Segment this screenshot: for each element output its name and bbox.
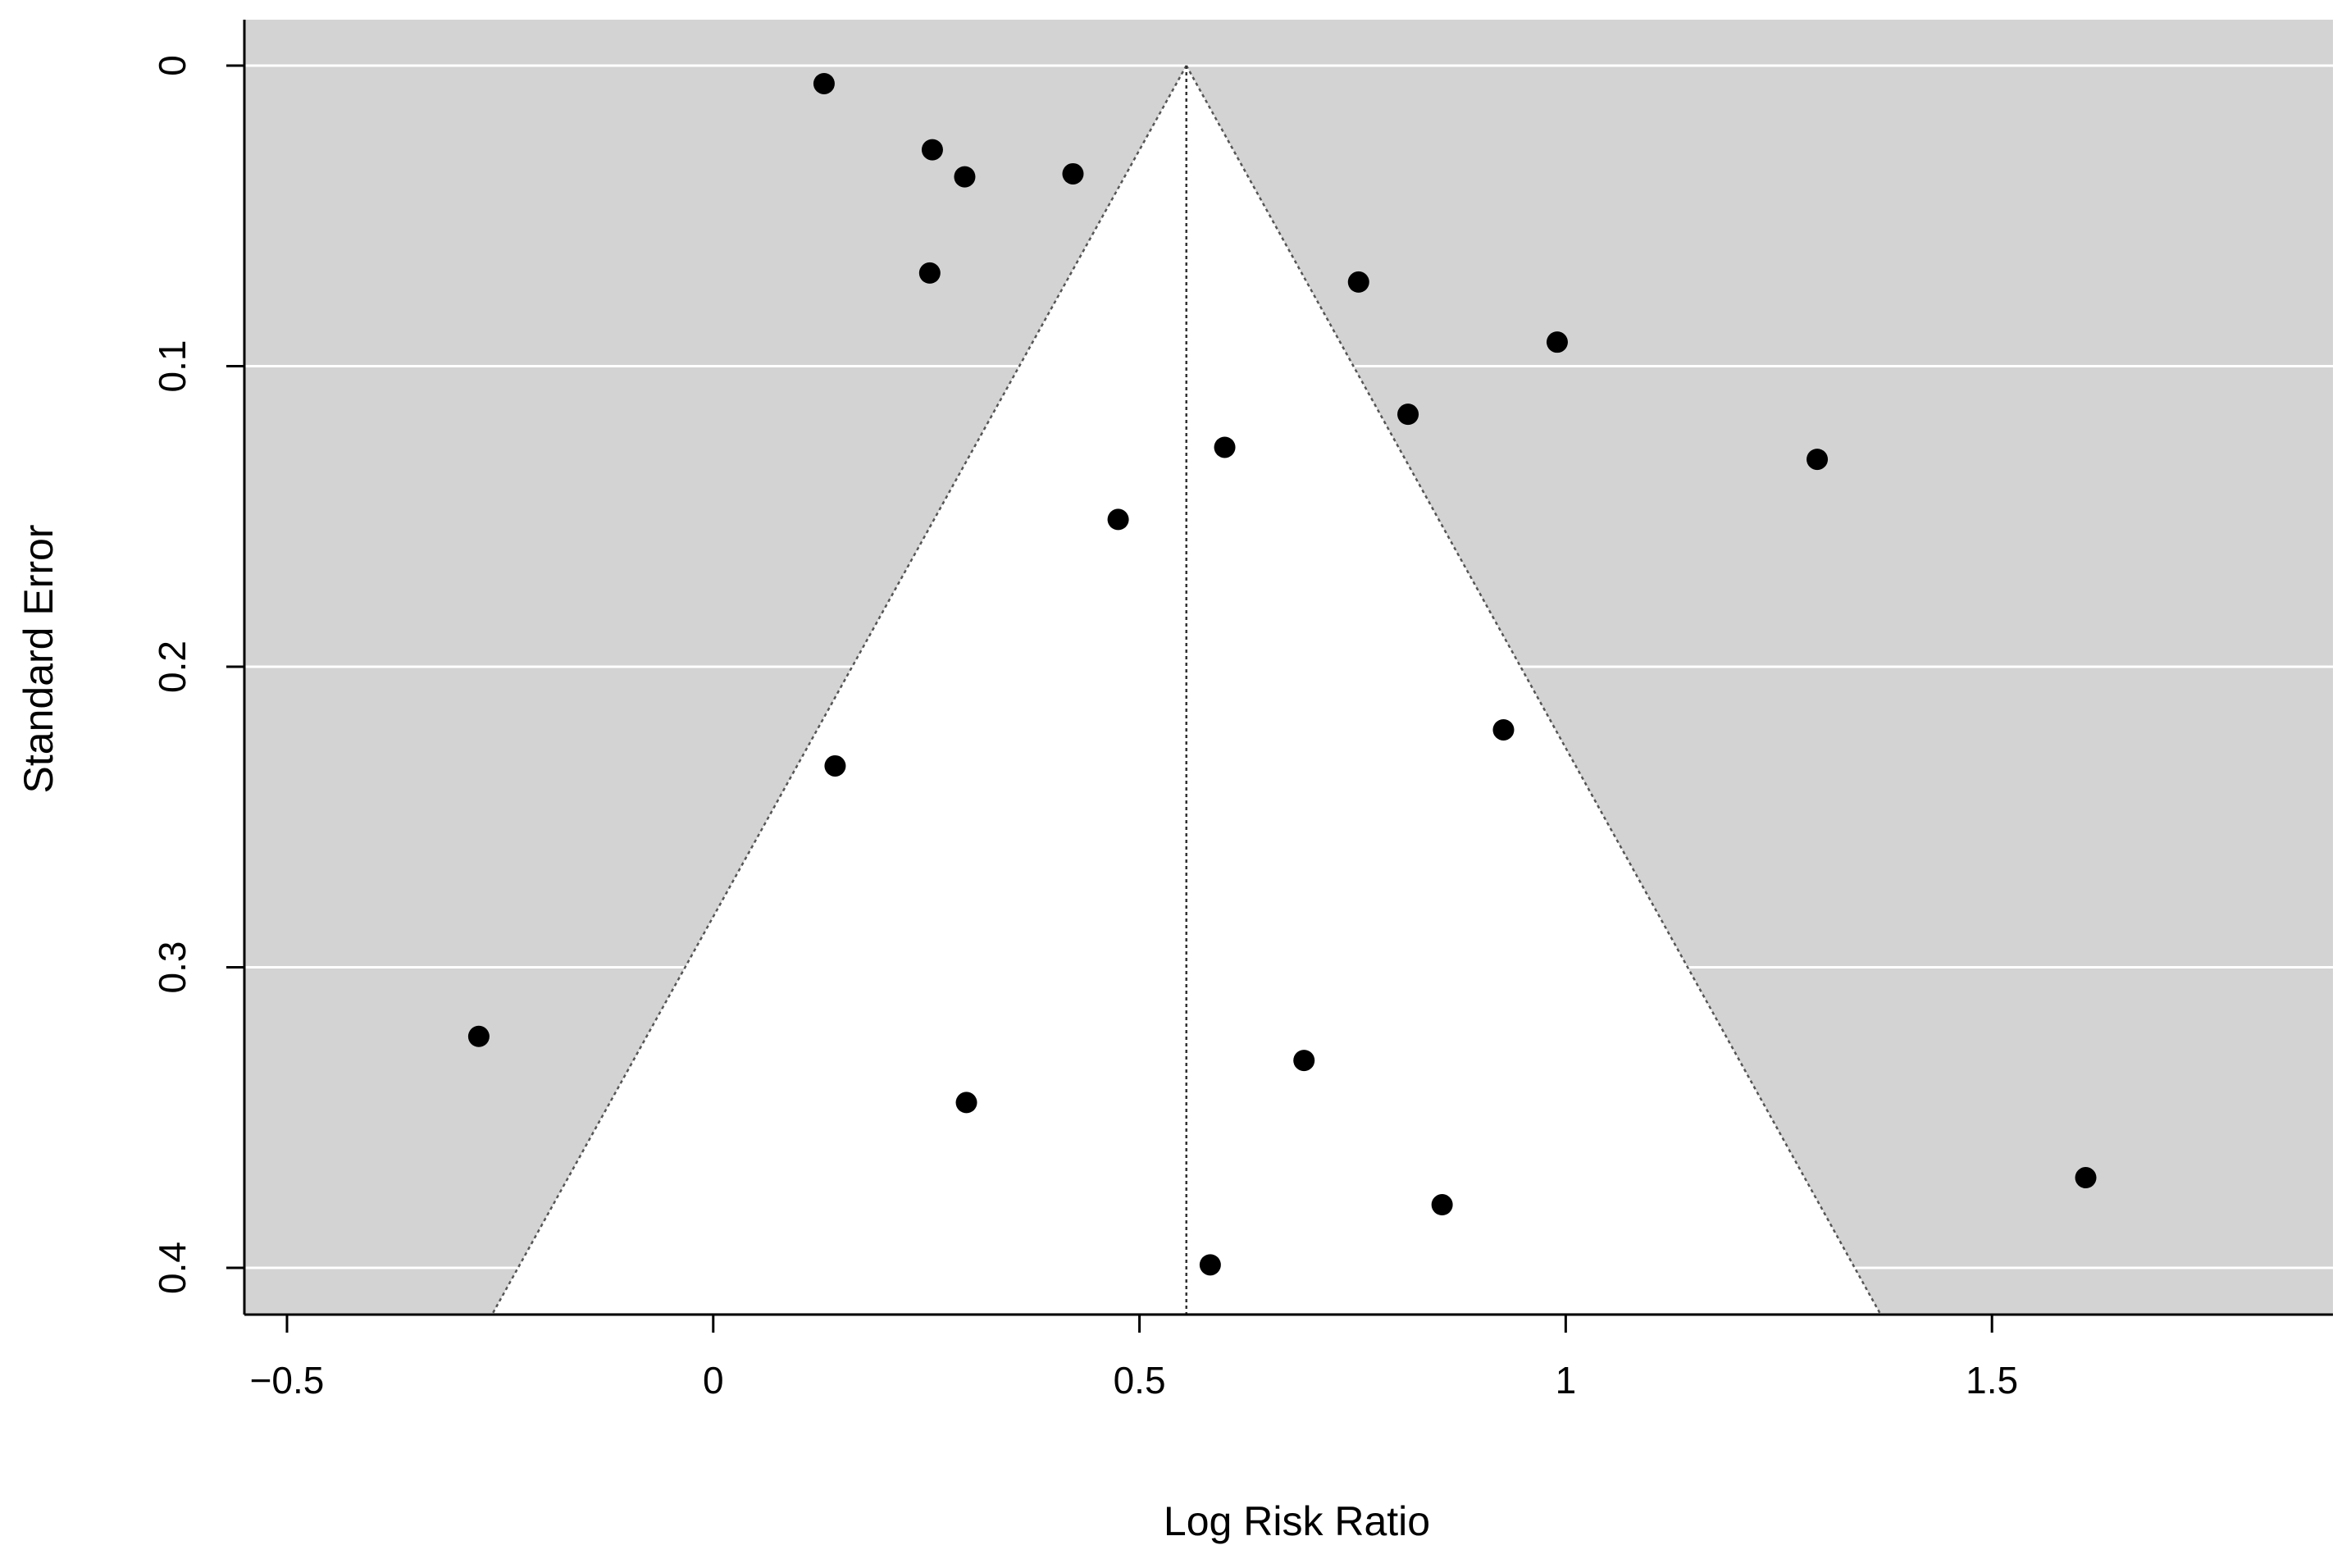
data-point-17	[1431, 1194, 1453, 1216]
data-point-14	[1293, 1050, 1315, 1072]
x-tick-label: 1	[1556, 1359, 1577, 1402]
data-point-3	[1062, 162, 1084, 185]
x-tick-label: 1.5	[1966, 1359, 2018, 1402]
x-tick-label: −0.5	[250, 1359, 325, 1402]
data-point-16	[2075, 1167, 2097, 1189]
y-tick-label: 0.2	[151, 640, 194, 693]
data-point-12	[824, 754, 846, 777]
data-point-8	[1214, 436, 1236, 458]
data-point-5	[1347, 271, 1369, 293]
data-point-10	[1107, 508, 1129, 531]
data-point-7	[1397, 403, 1419, 426]
data-points	[467, 72, 2097, 1276]
y-tick-label: 0	[151, 55, 194, 76]
data-point-9	[1807, 449, 1829, 471]
funnel-right-boundary	[1185, 65, 1881, 1314]
data-point-11	[1492, 718, 1515, 741]
x-tick-label: 0.5	[1114, 1359, 1166, 1402]
y-tick-label: 0.3	[151, 941, 194, 994]
x-tick-label: 0	[703, 1359, 724, 1402]
funnel-left-boundary	[492, 65, 1187, 1314]
data-point-4	[918, 262, 941, 284]
data-point-1	[921, 139, 943, 161]
y-tick-label: 0.1	[151, 340, 194, 393]
data-point-0	[813, 72, 835, 94]
data-point-2	[954, 166, 976, 188]
data-point-6	[1546, 331, 1568, 353]
y-tick-label: 0.4	[151, 1242, 194, 1294]
data-point-13	[467, 1025, 490, 1047]
x-axis: −0.5 0 0.5 1 1.5	[244, 1313, 2333, 1402]
y-axis: 0 0.1 0.2 0.3 0.4	[151, 20, 246, 1315]
x-axis-title: Log Risk Ratio	[1164, 1498, 1430, 1544]
data-point-15	[955, 1092, 977, 1114]
y-axis-title: Standard Error	[16, 525, 62, 794]
data-point-18	[1199, 1254, 1221, 1276]
